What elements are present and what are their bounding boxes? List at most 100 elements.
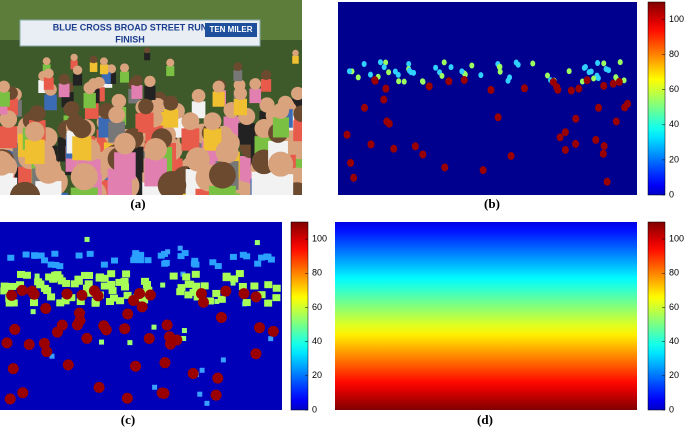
colorbar-tick-label: 60 bbox=[669, 84, 679, 94]
head bbox=[99, 57, 108, 66]
blob bbox=[40, 302, 52, 314]
shirt bbox=[163, 109, 179, 128]
blob bbox=[29, 299, 38, 307]
blob bbox=[200, 282, 209, 290]
blob bbox=[86, 250, 94, 257]
blob bbox=[137, 251, 145, 258]
shirt bbox=[89, 62, 98, 72]
blob bbox=[230, 275, 239, 283]
blob bbox=[0, 282, 9, 290]
blob bbox=[383, 59, 389, 66]
blob bbox=[205, 297, 214, 305]
blob bbox=[215, 311, 227, 323]
colorbar-tick-label: 40 bbox=[669, 119, 679, 129]
blob bbox=[462, 71, 468, 78]
blob bbox=[99, 339, 105, 345]
blob bbox=[181, 335, 187, 341]
blob bbox=[250, 291, 262, 303]
blob bbox=[61, 288, 73, 300]
blob bbox=[181, 250, 189, 257]
blob bbox=[544, 72, 550, 79]
colorbar-tick-label: 0 bbox=[669, 404, 674, 414]
colorbar-tick-label: 20 bbox=[669, 370, 679, 380]
head bbox=[0, 80, 10, 93]
head bbox=[0, 150, 14, 176]
shirt bbox=[138, 112, 154, 132]
blob bbox=[182, 273, 191, 281]
blob bbox=[81, 271, 90, 279]
blob bbox=[144, 289, 156, 301]
blob bbox=[214, 298, 220, 304]
blob bbox=[272, 294, 281, 302]
head bbox=[249, 78, 262, 90]
blob bbox=[81, 332, 93, 344]
blob bbox=[191, 270, 200, 278]
blob bbox=[122, 270, 131, 278]
blob bbox=[91, 299, 100, 307]
blob bbox=[98, 320, 110, 332]
blob bbox=[136, 257, 144, 264]
blob bbox=[16, 281, 25, 289]
colorbar-tick-label: 20 bbox=[312, 370, 322, 380]
blob bbox=[61, 297, 70, 305]
shirt bbox=[291, 98, 302, 116]
head bbox=[293, 105, 302, 123]
blob bbox=[603, 65, 609, 72]
blob bbox=[136, 301, 148, 313]
blob bbox=[425, 82, 433, 91]
blob bbox=[360, 103, 368, 112]
shirt bbox=[208, 185, 236, 195]
shirt bbox=[0, 126, 18, 149]
shirt bbox=[272, 117, 290, 138]
blob bbox=[51, 250, 59, 257]
shirt bbox=[233, 98, 248, 116]
blob bbox=[30, 309, 36, 315]
head bbox=[163, 95, 179, 111]
colorbar-tick-label: 80 bbox=[312, 268, 322, 278]
blob bbox=[595, 103, 603, 112]
blob bbox=[575, 84, 583, 93]
blob bbox=[617, 59, 623, 66]
blob bbox=[469, 62, 475, 69]
blob bbox=[130, 360, 142, 372]
head bbox=[0, 110, 18, 128]
head bbox=[89, 55, 98, 64]
blob bbox=[396, 78, 402, 85]
colorbar-tick-label: 40 bbox=[312, 336, 322, 346]
blob bbox=[47, 261, 55, 268]
head bbox=[70, 53, 78, 61]
blob bbox=[592, 135, 600, 144]
blob bbox=[242, 299, 251, 307]
colorbar-tick-label: 100 bbox=[669, 14, 684, 24]
blob bbox=[599, 149, 607, 158]
head bbox=[63, 101, 80, 117]
blob bbox=[222, 274, 231, 282]
head bbox=[35, 157, 62, 184]
blob bbox=[595, 75, 601, 82]
blob bbox=[199, 367, 205, 373]
blob bbox=[380, 95, 388, 104]
blob bbox=[582, 64, 588, 71]
head bbox=[208, 161, 236, 189]
blob bbox=[76, 289, 88, 301]
blob bbox=[572, 114, 580, 123]
blob bbox=[108, 287, 117, 295]
head bbox=[261, 69, 272, 81]
blob bbox=[7, 254, 15, 261]
heatmap-b-blobs bbox=[343, 59, 632, 186]
blob bbox=[45, 273, 54, 281]
blob bbox=[520, 84, 528, 93]
colorbar bbox=[647, 1, 666, 196]
head bbox=[291, 86, 302, 101]
blob bbox=[100, 261, 108, 268]
shirt bbox=[44, 94, 57, 111]
shirt bbox=[261, 79, 272, 92]
head bbox=[43, 68, 54, 79]
blob bbox=[181, 328, 187, 334]
colorbar bbox=[647, 221, 666, 411]
blob bbox=[254, 260, 262, 267]
shirt bbox=[72, 73, 83, 86]
blob bbox=[258, 254, 266, 261]
blob bbox=[6, 289, 18, 301]
head bbox=[24, 121, 45, 142]
